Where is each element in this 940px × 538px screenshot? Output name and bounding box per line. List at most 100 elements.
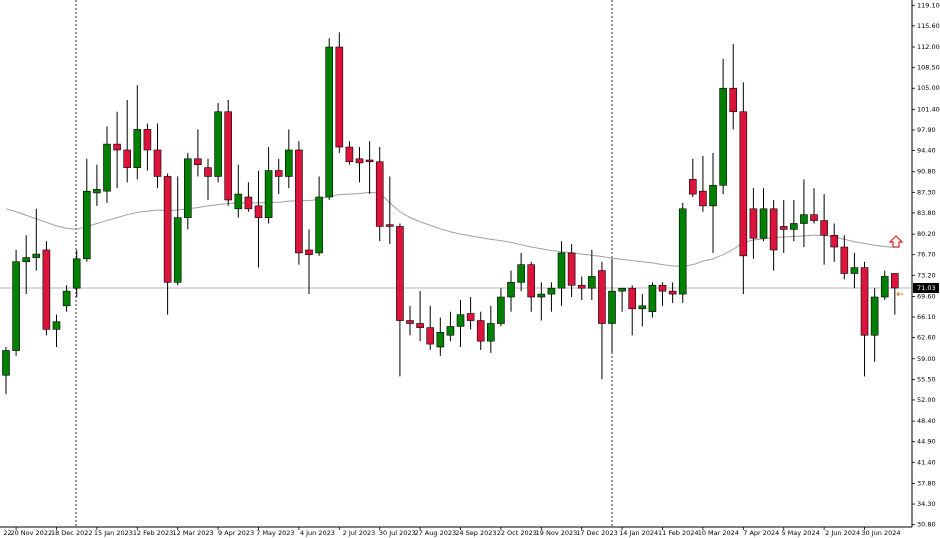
candle-body [699,190,707,207]
y-tick-label: 48.40 [917,417,936,425]
x-tick-label: 10 Mar 2024 [698,529,739,537]
candle-body [62,290,71,307]
candle-body [315,196,323,254]
x-tick-label: 30 Jul 2023 [379,529,416,537]
y-tick-label: 76.70 [917,251,936,259]
candle-body [830,234,839,248]
x-tick-label: 27 Aug 2023 [414,529,456,537]
candle-body [840,246,849,274]
candle-body [497,296,505,324]
candle-body [577,284,586,289]
candle-body [628,287,637,310]
candle-body [658,284,667,292]
candle-body [22,257,31,263]
candle-body [244,196,253,210]
candle-body [214,111,222,177]
signal-arrow [888,235,904,248]
x-tick-label: 22 Oct 2023 [497,529,537,537]
y-tick-label: 62.60 [917,334,936,342]
x-tick-label: 18 Dec 2022 [51,529,93,537]
candle-body [779,226,788,230]
candle-body [335,46,344,148]
candle-body [749,208,758,239]
candle-body [476,320,485,342]
candle-body [163,176,172,283]
x-tick-label: 11 Feb 2024 [658,529,698,537]
y-tick-label: 41.40 [917,458,936,466]
candle-body [820,220,828,236]
x-tick-label: 20 Nov 2022 [10,529,52,537]
candle-body [285,149,293,177]
y-tick-label: 115.60 [917,22,940,30]
candle-body [274,170,283,177]
candle-body [456,314,465,327]
candle-body [689,179,697,195]
last-price-box [913,283,939,294]
candle-body [345,146,354,163]
candle-body [790,223,798,230]
x-tick-label: 19 Nov 2023 [536,529,578,537]
x-tick-label: 15 Jan 2023 [94,529,133,537]
candle-body [83,190,91,260]
candle-body [103,143,111,192]
candle-body [264,170,273,218]
y-tick-label: 52.00 [917,396,936,404]
x-tick-label: 4 Jun 2023 [300,529,335,537]
y-tick-label: 66.10 [917,313,936,321]
candle-body [93,189,101,194]
candle-body [204,167,212,177]
candle-body [375,161,384,227]
y-tick-label: 105.00 [917,84,940,92]
x-tick-label: 2 Jun 2024 [825,529,860,537]
candle-body [810,214,818,221]
x-tick-label: 7 May 2023 [256,529,294,537]
candle-body [800,214,808,224]
y-tick-label: 101.40 [917,105,940,113]
y-tick-label: 119.10 [917,1,940,9]
candle-body [507,282,515,298]
candle-body [254,205,263,218]
y-tick-label: 55.50 [917,375,936,383]
y-tick-label: 37.80 [917,479,936,487]
y-tick-label: 97.90 [917,126,936,134]
candle-body [386,224,394,227]
y-tick-label: 108.50 [917,64,940,72]
x-tick-label: 14 Jan 2024 [619,529,658,537]
candle-body [709,184,717,207]
y-tick-label: 59.00 [917,355,936,363]
candle-body [668,290,677,295]
x-tick-label: 12 Mar 2023 [172,529,213,537]
candle-body [769,208,778,251]
candle-body [426,327,435,345]
candle-body [133,129,142,168]
candle-body [678,208,687,295]
candle-body [113,143,121,151]
candle-body [739,111,748,257]
candle-body [325,46,334,198]
y-tick-label: 83.80 [917,209,936,217]
x-tick-label: 17 Dec 2023 [576,529,618,537]
candle-body [184,158,192,218]
candle-body [850,267,859,274]
x-tick-label: 9 Apr 2023 [218,529,254,537]
y-tick-label: 80.20 [917,230,936,238]
x-tick-label: 30 Jun 2024 [861,529,900,537]
candle-body [295,149,303,254]
candle-body [153,149,162,177]
y-tick-label: 69.60 [917,292,936,300]
candle-body [648,284,657,313]
last-price-label: 71.03 [917,284,936,292]
candle-body [52,321,61,330]
candle-body [598,270,606,324]
y-tick-label: 34.30 [917,500,936,508]
candle-body [224,111,233,201]
candle-body [12,261,20,351]
candle-body [194,158,202,165]
candle-body [547,287,556,295]
candle-body [416,323,424,328]
candle-body [143,129,152,151]
candle-body [537,293,546,298]
candle-body [466,313,475,321]
candle-body [638,305,647,310]
